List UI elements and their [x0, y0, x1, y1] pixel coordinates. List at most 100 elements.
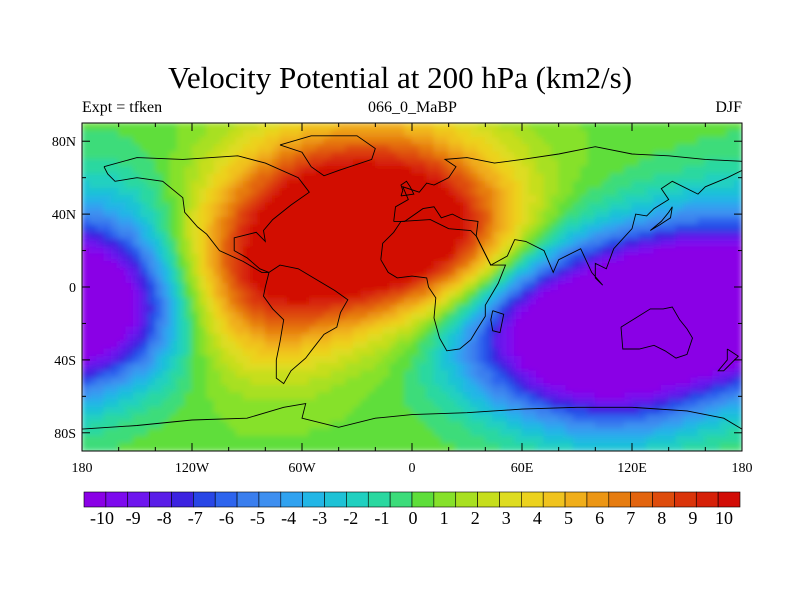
field-cell [110, 406, 120, 416]
field-cell [286, 399, 296, 408]
field-cell [198, 319, 208, 328]
field-cell [103, 392, 112, 401]
field-cell [272, 290, 281, 299]
field-cell [220, 341, 230, 350]
field-cell [462, 224, 472, 233]
field-cell [521, 195, 530, 204]
field-cell [668, 173, 677, 182]
field-cell [587, 363, 596, 372]
field-cell [184, 443, 193, 451]
field-cell [653, 246, 662, 255]
field-cell [308, 304, 318, 314]
field-cell [418, 428, 428, 437]
field-cell [330, 202, 340, 211]
field-cell [82, 268, 90, 277]
field-cell [330, 341, 340, 350]
field-cell [191, 392, 200, 401]
field-cell [616, 224, 626, 233]
field-cell [286, 137, 296, 146]
field-cell [169, 239, 178, 248]
field-cell [462, 137, 472, 146]
case-label: 066_0_MaBP [368, 99, 457, 116]
field-cell [609, 319, 618, 328]
field-cell [191, 246, 200, 255]
field-cell [558, 392, 567, 401]
field-cell [704, 282, 714, 292]
field-cell [631, 123, 640, 131]
field-cell [448, 275, 457, 284]
field-cell [675, 173, 684, 182]
field-cell [103, 224, 112, 233]
field-cell [110, 209, 120, 219]
field-cell [660, 290, 670, 299]
field-cell [536, 370, 545, 379]
field-cell [704, 421, 714, 430]
field-cell [301, 392, 310, 401]
field-cell [389, 158, 398, 168]
field-cell [426, 239, 435, 248]
field-cell [272, 144, 281, 153]
field-cell [374, 319, 384, 328]
field-cell [558, 377, 567, 386]
field-cell [492, 195, 501, 204]
field-cell [433, 144, 442, 153]
field-cell [132, 158, 142, 168]
field-cell [125, 392, 134, 401]
field-cell [96, 282, 105, 292]
field-cell [140, 137, 149, 146]
field-cell [726, 231, 736, 241]
field-cell [499, 217, 508, 226]
field-cell [609, 392, 618, 401]
field-cell [140, 377, 149, 386]
field-cell [154, 304, 164, 314]
field-cell [411, 282, 420, 292]
field-cell [228, 326, 237, 335]
field-cell [198, 217, 208, 226]
field-cell [404, 348, 413, 357]
field-cell [257, 123, 266, 131]
field-cell [323, 209, 332, 219]
field-cell [286, 290, 296, 299]
field-cell [616, 290, 626, 299]
field-cell [198, 173, 208, 182]
field-cell [580, 312, 589, 321]
field-cell [213, 428, 222, 437]
field-cell [426, 333, 435, 343]
field-cell [719, 166, 728, 175]
field-cell [132, 231, 142, 241]
field-cell [587, 209, 596, 219]
field-cell [543, 319, 552, 328]
field-cell [587, 180, 596, 190]
field-cell [96, 326, 105, 335]
field-cell [712, 392, 721, 401]
field-cell [162, 158, 171, 168]
field-cell [616, 363, 626, 372]
field-cell [712, 406, 721, 416]
field-cell [82, 435, 90, 445]
field-cell [587, 297, 596, 306]
field-cell [558, 239, 567, 248]
field-cell [690, 312, 699, 321]
field-cell [294, 180, 303, 190]
field-cell [719, 428, 728, 437]
field-cell [558, 319, 567, 328]
field-cell [382, 348, 391, 357]
field-cell [609, 246, 618, 255]
field-cell [367, 304, 376, 314]
field-cell [638, 166, 648, 175]
y-tick-label: 0 [69, 281, 76, 296]
field-cell [719, 443, 728, 451]
field-cell [448, 435, 457, 445]
field-cell [580, 414, 589, 423]
field-cell [118, 414, 127, 423]
field-cell [653, 333, 662, 343]
field-cell [323, 144, 332, 153]
field-cell [82, 363, 90, 372]
field-cell [565, 406, 574, 416]
field-cell [624, 246, 633, 255]
field-cell [734, 202, 742, 211]
field-cell [587, 239, 596, 248]
field-cell [264, 414, 274, 423]
field-cell [528, 384, 538, 394]
field-cell [382, 158, 391, 168]
